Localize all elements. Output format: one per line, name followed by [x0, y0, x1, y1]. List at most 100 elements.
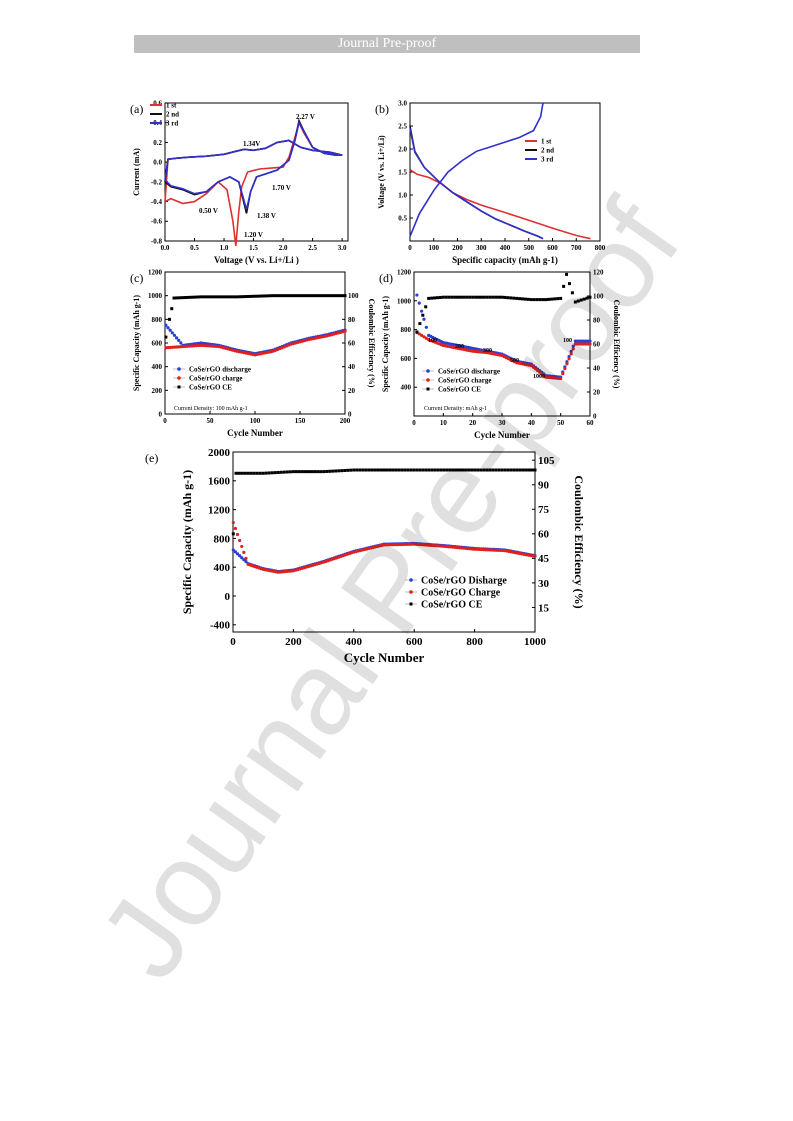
ce-point	[190, 295, 194, 299]
ce-point	[521, 468, 525, 472]
legend-label: CoSe/rGO CE	[438, 385, 481, 393]
y2-tick-label: 30	[538, 578, 550, 590]
ce-point	[211, 295, 215, 299]
rate-label: 100	[563, 338, 572, 344]
ce-point	[243, 471, 247, 475]
ce-point	[307, 294, 311, 298]
ce-point	[421, 468, 425, 472]
ce-point	[448, 468, 452, 472]
y-tick-label: 1.0	[398, 191, 407, 199]
x-axis-title: Voltage (V vs. Li+/Li )	[214, 255, 299, 265]
ce-point	[394, 468, 398, 472]
capacity-point	[569, 352, 573, 356]
ce-point	[267, 471, 271, 475]
x-tick-label: 400	[346, 636, 363, 648]
ce-point	[258, 471, 262, 475]
ce-point	[292, 294, 296, 298]
ce-point	[556, 297, 560, 301]
ce-point	[482, 295, 486, 299]
ce-point	[515, 468, 519, 472]
y2-tick-label: 75	[538, 504, 550, 516]
legend-swatch	[426, 387, 430, 391]
ce-point	[164, 335, 168, 339]
capacity-point	[231, 548, 235, 552]
ce-point	[237, 471, 241, 475]
ce-point	[474, 295, 478, 299]
x-tick-label: 0	[230, 636, 236, 648]
x-tick-label: 600	[547, 244, 558, 252]
ce-point	[271, 294, 275, 298]
capacity-point	[588, 339, 592, 343]
ce-point	[253, 294, 257, 298]
ce-point	[382, 468, 386, 472]
ce-point	[241, 295, 245, 299]
x-tick-label: 800	[466, 636, 483, 648]
ce-point	[424, 468, 428, 472]
y2-tick-label: 100	[593, 292, 604, 300]
panel-label: (e)	[145, 451, 158, 465]
x-tick-label: 600	[406, 636, 423, 648]
ce-point	[500, 295, 504, 299]
ce-point	[313, 294, 317, 298]
x-tick-label: 10	[440, 419, 448, 427]
x-tick-label: 40	[528, 419, 536, 427]
y-tick-label: 0.5	[398, 214, 407, 222]
legend-label: 3 rd	[541, 155, 553, 163]
ce-point	[340, 294, 344, 298]
y-tick-label: 400	[214, 562, 231, 574]
x-axis-title: Cycle Number	[227, 428, 283, 438]
legend-label: CoSe/rGO charge	[189, 374, 242, 382]
y-tick-label: 200	[152, 387, 163, 395]
ce-point	[331, 294, 335, 298]
ce-point	[208, 295, 212, 299]
x-tick-label: 30	[499, 419, 507, 427]
ce-point	[585, 296, 589, 300]
ce-point	[524, 468, 528, 472]
ce-point	[527, 468, 531, 472]
ce-point	[232, 295, 236, 299]
ce-point	[313, 470, 317, 474]
ce-point	[217, 295, 221, 299]
series-line	[409, 102, 544, 237]
panel-label: (c)	[130, 271, 143, 285]
ce-point	[468, 295, 472, 299]
ce-point	[325, 469, 329, 473]
y-axis-title: Specific Capacity (mAh g-1)	[132, 295, 141, 392]
y-tick-label: -0.4	[151, 198, 163, 206]
ce-point	[547, 297, 551, 301]
ce-point	[406, 468, 410, 472]
capacity-point	[238, 554, 242, 558]
ce-point	[488, 468, 492, 472]
legend-swatch	[426, 369, 430, 373]
ce-point	[476, 468, 480, 472]
ce-point	[503, 468, 507, 472]
x-tick-label: 2.5	[308, 244, 317, 252]
ce-point	[491, 468, 495, 472]
y-tick-label: 1200	[148, 268, 163, 276]
current-density-note: Current Density: mAh g-1	[424, 406, 487, 412]
y-tick-label: 600	[401, 355, 412, 363]
ce-point	[270, 471, 274, 475]
ce-point	[193, 295, 197, 299]
ce-point	[453, 295, 457, 299]
x-tick-label: 60	[587, 419, 595, 427]
legend-label: 3 rd	[166, 119, 178, 127]
ce-point	[485, 295, 489, 299]
capacity-point	[559, 376, 563, 381]
ce-point	[285, 470, 289, 474]
series-line	[164, 120, 343, 210]
ce-point	[276, 470, 280, 474]
series-line	[409, 128, 544, 240]
ce-point	[346, 468, 350, 472]
ce-point	[331, 469, 335, 473]
ce-point	[582, 297, 586, 301]
legend-label: CoSe/rGO discharge	[438, 367, 500, 375]
y2-tick-label: 100	[348, 292, 359, 300]
ce-point	[325, 294, 329, 298]
x-tick-label: 1000	[524, 636, 547, 648]
ce-point	[503, 295, 507, 299]
peak-annotation: 1.20 V	[244, 231, 263, 239]
ce-point	[427, 296, 431, 300]
ce-point	[588, 295, 592, 299]
ce-point	[488, 295, 492, 299]
